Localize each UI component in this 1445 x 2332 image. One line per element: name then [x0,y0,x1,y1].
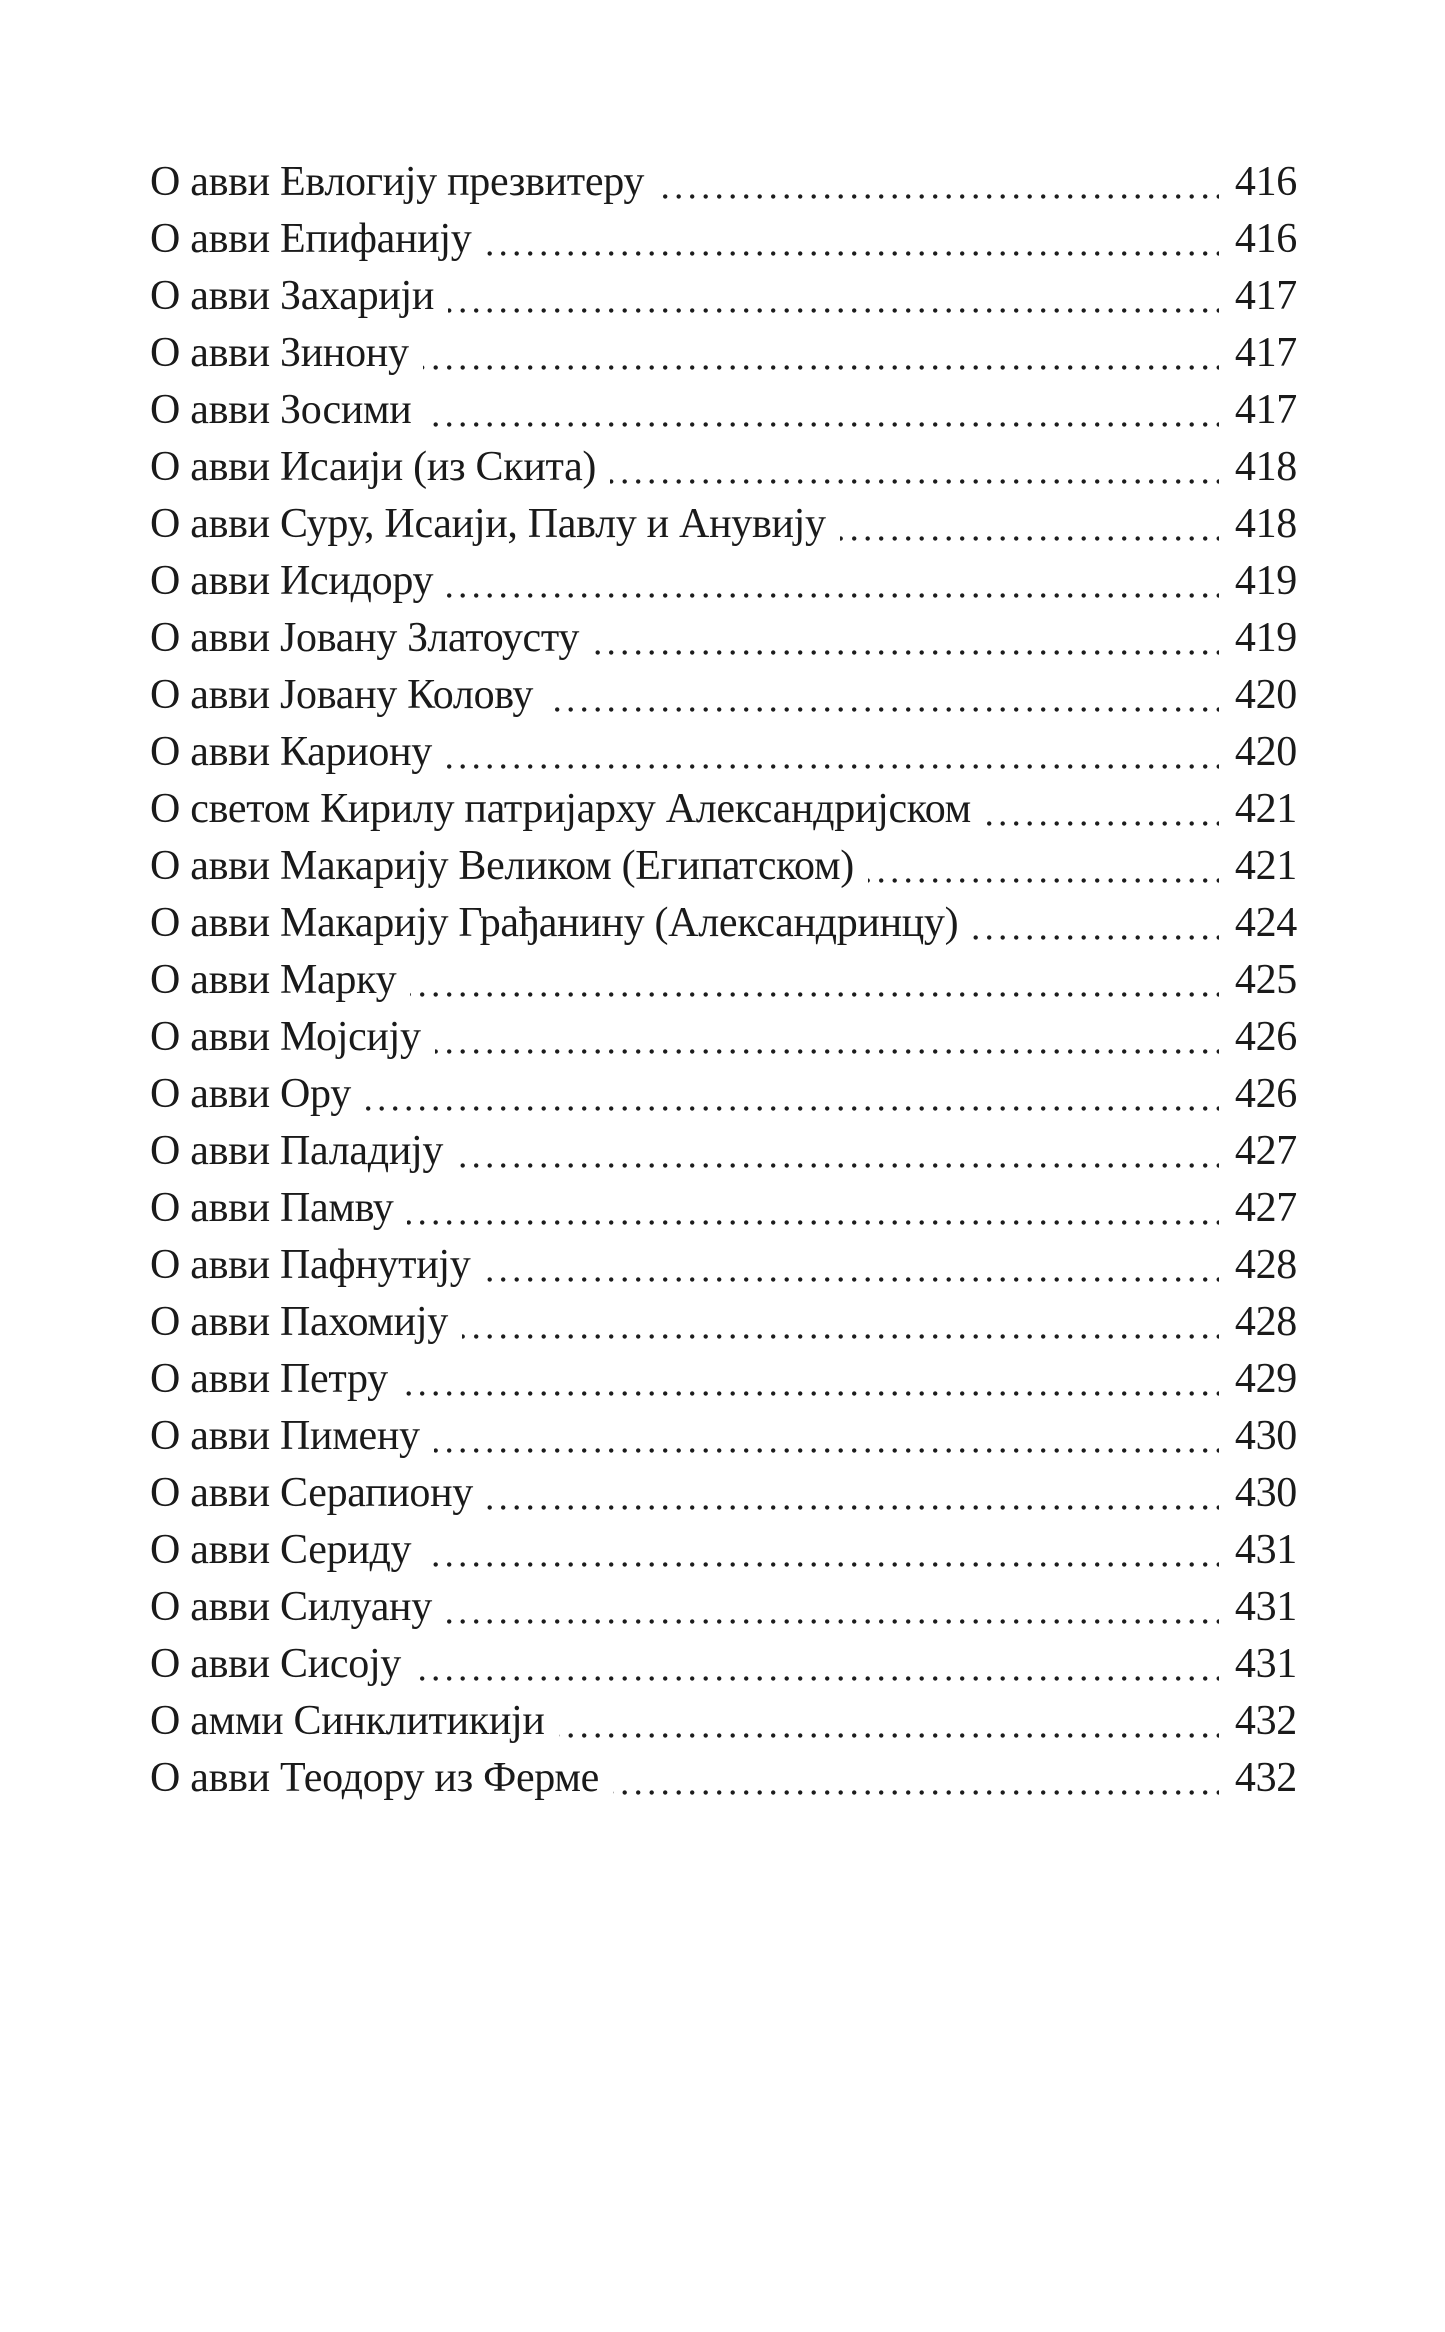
toc-entry-page-number: 427 [1218,1184,1297,1232]
toc-entry-page-number: 417 [1218,329,1297,377]
toc-entry-title: О авви Теодору из Ферме [150,1754,613,1802]
toc-entry: О авви Јовану Колову 420 [150,671,1297,728]
toc-entry-title: О авви Серапиону [150,1469,487,1517]
toc-entry: О авви Евлогију презвитеру 416 [150,158,1297,215]
toc-entry: О авви Захарији 417 [150,272,1297,329]
toc-entry-title: О авви Макарију Великом (Египатском) [150,842,868,890]
toc-entry: О авви Пахомију 428 [150,1298,1297,1355]
toc-entry: О авви Кариону 420 [150,728,1297,785]
toc-entry: О авви Макарију Грађанину (Александринцу… [150,899,1297,956]
toc-entry: О авви Пимену 430 [150,1412,1297,1469]
toc-entry: О авви Паладију 427 [150,1127,1297,1184]
toc-entry-page-number: 426 [1218,1013,1297,1061]
toc-entry: О авви Силуану 431 [150,1583,1297,1640]
toc-entry-page-number: 430 [1218,1412,1297,1460]
toc-entry-title: О авви Исидору [150,557,448,605]
toc-entry-page-number: 416 [1218,215,1297,263]
toc-entry: О авви Серапиону 430 [150,1469,1297,1526]
toc-entry-page-number: 420 [1218,728,1297,776]
toc-entry-title: О авви Суру, Исаији, Павлу и Анувију [150,500,840,548]
toc-entry: О авви Ору 426 [150,1070,1297,1127]
toc-entry-title: О светом Кирилу патријарху Александријск… [150,785,985,833]
toc-entry-title: О авви Зинону [150,329,423,377]
toc-entry: О авви Зинону 417 [150,329,1297,386]
toc-entry: О авви Исаији (из Скита) 418 [150,443,1297,500]
toc-entry-page-number: 417 [1218,272,1297,320]
toc-entry: О авви Теодору из Ферме 432 [150,1754,1297,1811]
toc-entry: О авви Макарију Великом (Египатском) 421 [150,842,1297,899]
toc-entry-title: О авви Евлогију презвитеру [150,158,659,206]
toc-entry: О авви Исидору 419 [150,557,1297,614]
toc-entry-title: О авви Пимену [150,1412,434,1460]
toc-entry: О авви Суру, Исаији, Павлу и Анувију 418 [150,500,1297,557]
toc-entry-title: О авви Пафнутију [150,1241,485,1289]
toc-entry-page-number: 431 [1218,1583,1297,1631]
toc-entry-title: О авви Кариону [150,728,446,776]
toc-entry-page-number: 430 [1218,1469,1297,1517]
toc-entry-page-number: 428 [1218,1241,1297,1289]
toc-entry: О авви Мојсију 426 [150,1013,1297,1070]
toc-entry-page-number: 431 [1218,1640,1297,1688]
toc-entry-page-number: 427 [1218,1127,1297,1175]
toc-entry: О авви Јовану Златоусту 419 [150,614,1297,671]
toc-entry-title: О авви Сериду [150,1526,426,1574]
toc-entry-title: О амми Синклитикији [150,1697,559,1745]
toc-entry: О авви Сисоју 431 [150,1640,1297,1697]
toc-entry-title: О авви Исаији (из Скита) [150,443,611,491]
toc-entry-title: О авви Памву [150,1184,408,1232]
toc-entry-page-number: 418 [1218,500,1297,548]
toc-entry: О амми Синклитикији 432 [150,1697,1297,1754]
toc-entry-title: О авви Јовану Колову [150,671,548,719]
toc-entry-page-number: 421 [1218,785,1297,833]
toc-entry-page-number: 425 [1218,956,1297,1004]
toc-entry: О авви Петру 429 [150,1355,1297,1412]
toc-entry-title: О авви Зосими [150,386,426,434]
toc-entry-page-number: 419 [1218,557,1297,605]
toc-entry-page-number: 426 [1218,1070,1297,1118]
toc-entry-title: О авви Епифанију [150,215,486,263]
toc-entry-title: О авви Паладију [150,1127,458,1175]
toc-entry-page-number: 420 [1218,671,1297,719]
toc-entry: О авви Пафнутију 428 [150,1241,1297,1298]
toc-entry-page-number: 424 [1218,899,1297,947]
toc-entry-page-number: 429 [1218,1355,1297,1403]
toc-entry-page-number: 428 [1218,1298,1297,1346]
toc-entry-title: О авви Мојсију [150,1013,435,1061]
toc-entry-title: О авви Петру [150,1355,402,1403]
toc-entry-title: О авви Макарију Грађанину (Александринцу… [150,899,973,947]
toc-entry-page-number: 418 [1218,443,1297,491]
toc-entry-title: О авви Силуану [150,1583,446,1631]
toc-entry-title: О авви Захарији [150,272,449,320]
toc-entry: О авви Сериду 431 [150,1526,1297,1583]
toc-entry-page-number: 432 [1218,1697,1297,1745]
toc-entry-title: О авви Ору [150,1070,365,1118]
toc-entry-title: О авви Јовану Златоусту [150,614,594,662]
toc-entry: О авви Епифанију 416 [150,215,1297,272]
toc-entry: О авви Памву 427 [150,1184,1297,1241]
toc-entry-page-number: 416 [1218,158,1297,206]
toc-entry-title: О авви Пахомију [150,1298,462,1346]
toc-entry-page-number: 421 [1218,842,1297,890]
toc-entry-page-number: 417 [1218,386,1297,434]
toc-entry: О авви Зосими 417 [150,386,1297,443]
toc-entry-page-number: 419 [1218,614,1297,662]
toc-entry: О светом Кирилу патријарху Александријск… [150,785,1297,842]
toc-entry-page-number: 431 [1218,1526,1297,1574]
toc-entry-page-number: 432 [1218,1754,1297,1802]
table-of-contents: О авви Евлогију презвитеру 416 О авви Еп… [150,158,1297,1811]
toc-entry-title: О авви Марку [150,956,411,1004]
toc-entry: О авви Марку 425 [150,956,1297,1013]
toc-entry-title: О авви Сисоју [150,1640,416,1688]
